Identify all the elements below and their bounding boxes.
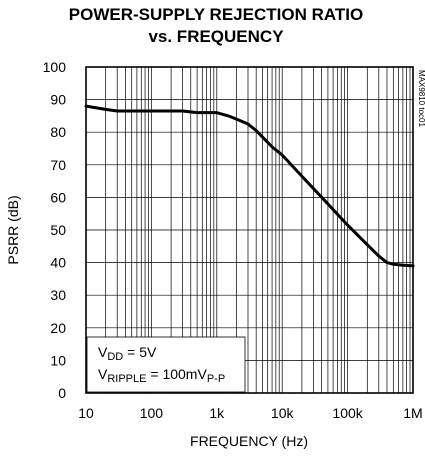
y-tick-label: 50 bbox=[50, 222, 66, 238]
annotation-box bbox=[86, 336, 246, 393]
psrr-series-line bbox=[84, 104, 415, 268]
x-axis-label: FREQUENCY (Hz) bbox=[190, 433, 308, 449]
chart-title-line-1: POWER-SUPPLY REJECTION RATIO bbox=[69, 5, 363, 24]
ripple-value: = 100mV bbox=[146, 366, 207, 382]
vdd-subscript: DD bbox=[107, 351, 123, 363]
vdd-annotation: VDD = 5V bbox=[98, 344, 157, 363]
y-tick-label: 90 bbox=[50, 92, 66, 108]
ripple-main: V bbox=[98, 366, 108, 382]
x-tick-label: 100k bbox=[332, 405, 363, 421]
figure-id-note: MAX9810 toc01 bbox=[417, 70, 425, 127]
y-tick-label: 70 bbox=[50, 157, 66, 173]
x-tick-label: 1M bbox=[403, 405, 422, 421]
plot-frame bbox=[85, 66, 414, 394]
y-tick-label: 30 bbox=[50, 287, 66, 303]
ripple-unit-subscript: P-P bbox=[207, 373, 225, 385]
y-axis-label: PSRR (dB) bbox=[5, 195, 21, 264]
y-tick-label: 10 bbox=[50, 352, 66, 368]
y-tick-label: 60 bbox=[50, 189, 66, 205]
vdd-value: = 5V bbox=[123, 344, 157, 360]
y-tick-label: 0 bbox=[58, 385, 66, 401]
y-tick-label: 80 bbox=[50, 124, 66, 140]
ripple-subscript: RIPPLE bbox=[107, 373, 146, 385]
ripple-annotation: VRIPPLE = 100mVP-P bbox=[98, 366, 225, 385]
y-tick-label: 100 bbox=[43, 59, 67, 75]
chart-title-line-2: vs. FREQUENCY bbox=[148, 27, 284, 46]
x-tick-label: 100 bbox=[140, 405, 164, 421]
x-tick-label: 10 bbox=[78, 405, 94, 421]
x-tick-label: 10k bbox=[271, 405, 295, 421]
y-tick-label: 20 bbox=[50, 320, 66, 336]
vdd-main: V bbox=[98, 344, 108, 360]
series-layer bbox=[84, 104, 415, 268]
y-tick-label: 40 bbox=[50, 255, 66, 271]
x-tick-label: 1k bbox=[209, 405, 225, 421]
tick-labels: 0 10 20 30 40 50 60 70 80 90 100 10 100 1k 10k 100k 1M bbox=[43, 59, 423, 421]
